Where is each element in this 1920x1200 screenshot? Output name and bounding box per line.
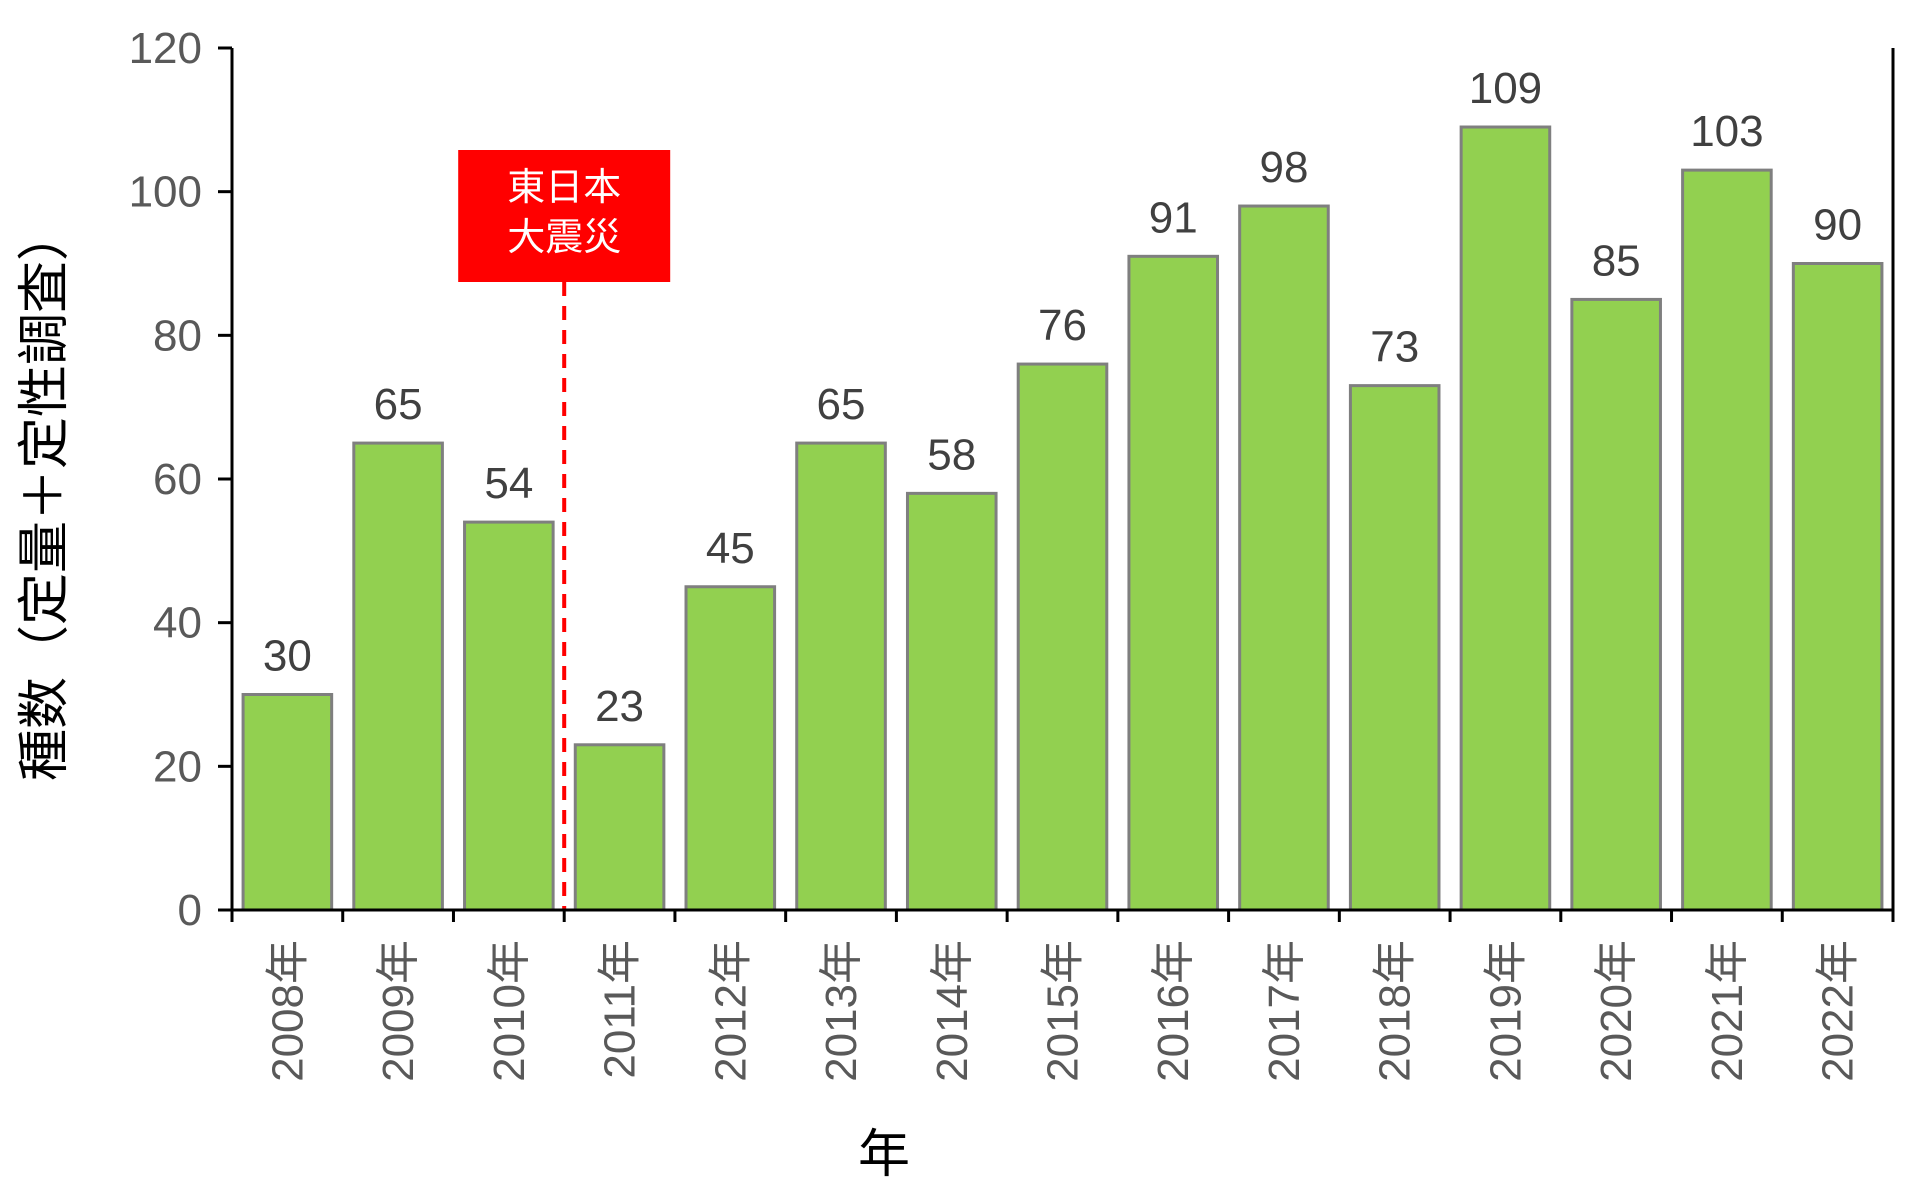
data-label-0: 30: [263, 632, 312, 681]
data-label-10: 73: [1370, 323, 1419, 372]
y-tick-label-3: 60: [153, 455, 202, 504]
x-tick-label-9: 2017年: [1260, 940, 1309, 1082]
bar-2: [463, 520, 555, 912]
data-label-11: 109: [1469, 64, 1542, 113]
labels-layer: 30 65 54 23 45 65 58 76 91 98 73 109 85 103 90 0 20 40 60 8…: [129, 24, 1863, 1082]
data-label-7: 76: [1038, 301, 1087, 350]
bar-9: [1238, 204, 1330, 912]
data-label-12: 85: [1592, 236, 1641, 285]
event-label-line-0: 東日本: [507, 165, 621, 209]
x-tick-label-2: 2010年: [485, 940, 534, 1082]
data-label-5: 65: [817, 380, 866, 429]
y-tick-label-1: 20: [153, 742, 202, 791]
x-tick-label-6: 2014年: [928, 940, 977, 1082]
x-tick-label-11: 2019年: [1481, 940, 1530, 1082]
x-tick-label-7: 2015年: [1039, 940, 1088, 1082]
data-label-3: 23: [595, 682, 644, 731]
data-label-4: 45: [706, 524, 755, 573]
data-label-14: 90: [1813, 201, 1862, 250]
x-tick-label-4: 2012年: [706, 940, 755, 1082]
x-tick-label-10: 2018年: [1371, 940, 1420, 1082]
bar-13: [1681, 168, 1773, 912]
bar-8: [1127, 254, 1220, 912]
y-tick-label-0: 0: [178, 886, 202, 935]
y-axis-title: 種数（定量＋定性調査）: [15, 209, 75, 781]
bar-11: [1459, 125, 1552, 912]
x-tick-label-1: 2009年: [374, 940, 423, 1082]
y-tick-label-6: 120: [129, 24, 202, 73]
x-tick-label-0: 2008年: [263, 940, 312, 1082]
data-label-8: 91: [1149, 193, 1198, 242]
bar-0: [241, 693, 334, 912]
bar-7: [1016, 362, 1109, 912]
x-tick-label-3: 2011年: [596, 940, 645, 1079]
event-label-box: [458, 150, 671, 282]
data-label-9: 98: [1259, 143, 1308, 192]
data-label-6: 58: [927, 430, 976, 479]
bar-4: [684, 585, 777, 912]
x-tick-label-8: 2016年: [1149, 940, 1198, 1082]
x-tick-label-5: 2013年: [817, 940, 866, 1082]
x-tick-label-13: 2021年: [1703, 940, 1752, 1082]
y-tick-label-5: 100: [129, 168, 202, 217]
x-tick-label-14: 2022年: [1814, 940, 1863, 1082]
data-label-2: 54: [484, 459, 533, 508]
y-tick-label-2: 40: [153, 599, 202, 648]
axes-layer: [218, 46, 1895, 922]
data-label-1: 65: [374, 380, 423, 429]
event-label-line-1: 大震災: [507, 215, 621, 259]
bar-12: [1570, 297, 1662, 912]
bar-5: [795, 441, 887, 912]
bars-layer: [241, 125, 1884, 912]
x-axis-title: 年: [858, 1125, 910, 1185]
bar-14: [1791, 262, 1884, 912]
bar-3: [573, 743, 666, 912]
bar-1: [352, 441, 444, 912]
bar-6: [905, 491, 998, 912]
data-label-13: 103: [1690, 107, 1763, 156]
y-tick-label-4: 80: [153, 311, 202, 360]
x-tick-label-12: 2020年: [1592, 940, 1641, 1082]
bar-10: [1348, 384, 1441, 912]
